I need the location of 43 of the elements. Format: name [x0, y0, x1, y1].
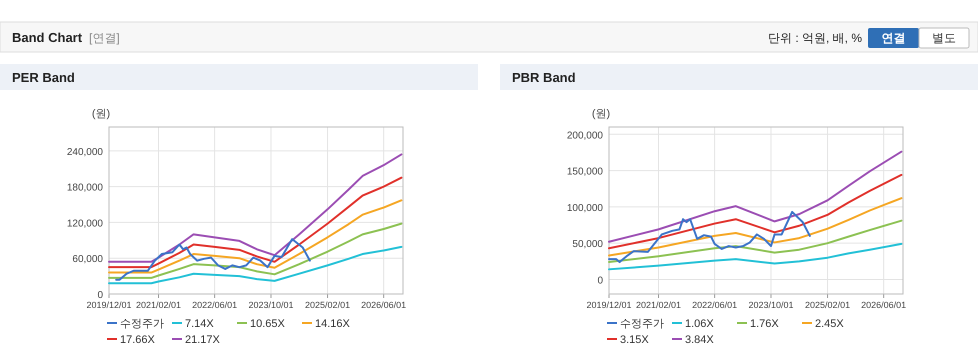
- text: 연결: [882, 31, 906, 45]
- y-tick-label: 200,000: [566, 130, 604, 142]
- y-tick-label: 100,000: [566, 202, 604, 214]
- legend-label: 21.17X: [185, 334, 221, 346]
- y-tick-label: 0: [97, 290, 104, 301]
- legend-label: 14.16X: [315, 318, 351, 330]
- x-tick-label: 2026/06/01: [861, 300, 906, 310]
- text: Band Chart: [12, 30, 83, 45]
- x-tick-label: 2025/02/01: [305, 300, 350, 310]
- legend-label: 2.45X: [815, 318, 844, 330]
- x-tick-label: 2021/02/01: [136, 300, 182, 310]
- x-tick-label: 2019/12/01: [586, 300, 632, 310]
- legend-label: 수정주가: [120, 318, 164, 330]
- text: 별도: [932, 31, 956, 45]
- chart-title: PER Band: [12, 70, 75, 85]
- x-tick-label: 2025/02/01: [805, 300, 850, 310]
- x-tick-label: 2026/06/01: [361, 300, 406, 310]
- chart-title: PBR Band: [512, 70, 576, 85]
- x-tick-label: 2023/10/01: [248, 300, 294, 310]
- text: 단위 : 억원, 배, %: [768, 31, 862, 45]
- legend-label: 1.06X: [685, 318, 714, 330]
- y-tick-label: 120,000: [66, 218, 104, 230]
- legend-label: 1.76X: [750, 318, 780, 330]
- y-tick-label: 0: [597, 275, 604, 286]
- legend-label: 7.14X: [185, 318, 214, 330]
- y-axis-title: (원): [592, 108, 610, 120]
- y-tick-label: 60,000: [72, 254, 104, 266]
- y-axis-title: (원): [92, 108, 110, 120]
- y-tick-label: 50,000: [572, 239, 604, 250]
- legend-label: 수정주가: [620, 318, 664, 330]
- x-tick-label: 2022/06/01: [192, 300, 238, 310]
- y-tick-label: 240,000: [66, 146, 104, 158]
- y-tick-label: 180,000: [66, 182, 104, 194]
- x-tick-label: 2023/10/01: [748, 300, 794, 310]
- y-tick-label: 150,000: [566, 166, 604, 178]
- legend-label: 17.66X: [120, 334, 156, 346]
- x-tick-label: 2019/12/01: [86, 300, 132, 310]
- x-tick-label: 2021/02/01: [636, 300, 682, 310]
- legend-label: 10.65X: [250, 318, 286, 330]
- legend-label: 3.84X: [685, 334, 714, 346]
- text: [연결]: [89, 31, 120, 45]
- x-tick-label: 2022/06/01: [692, 300, 738, 310]
- legend-label: 3.15X: [620, 334, 650, 346]
